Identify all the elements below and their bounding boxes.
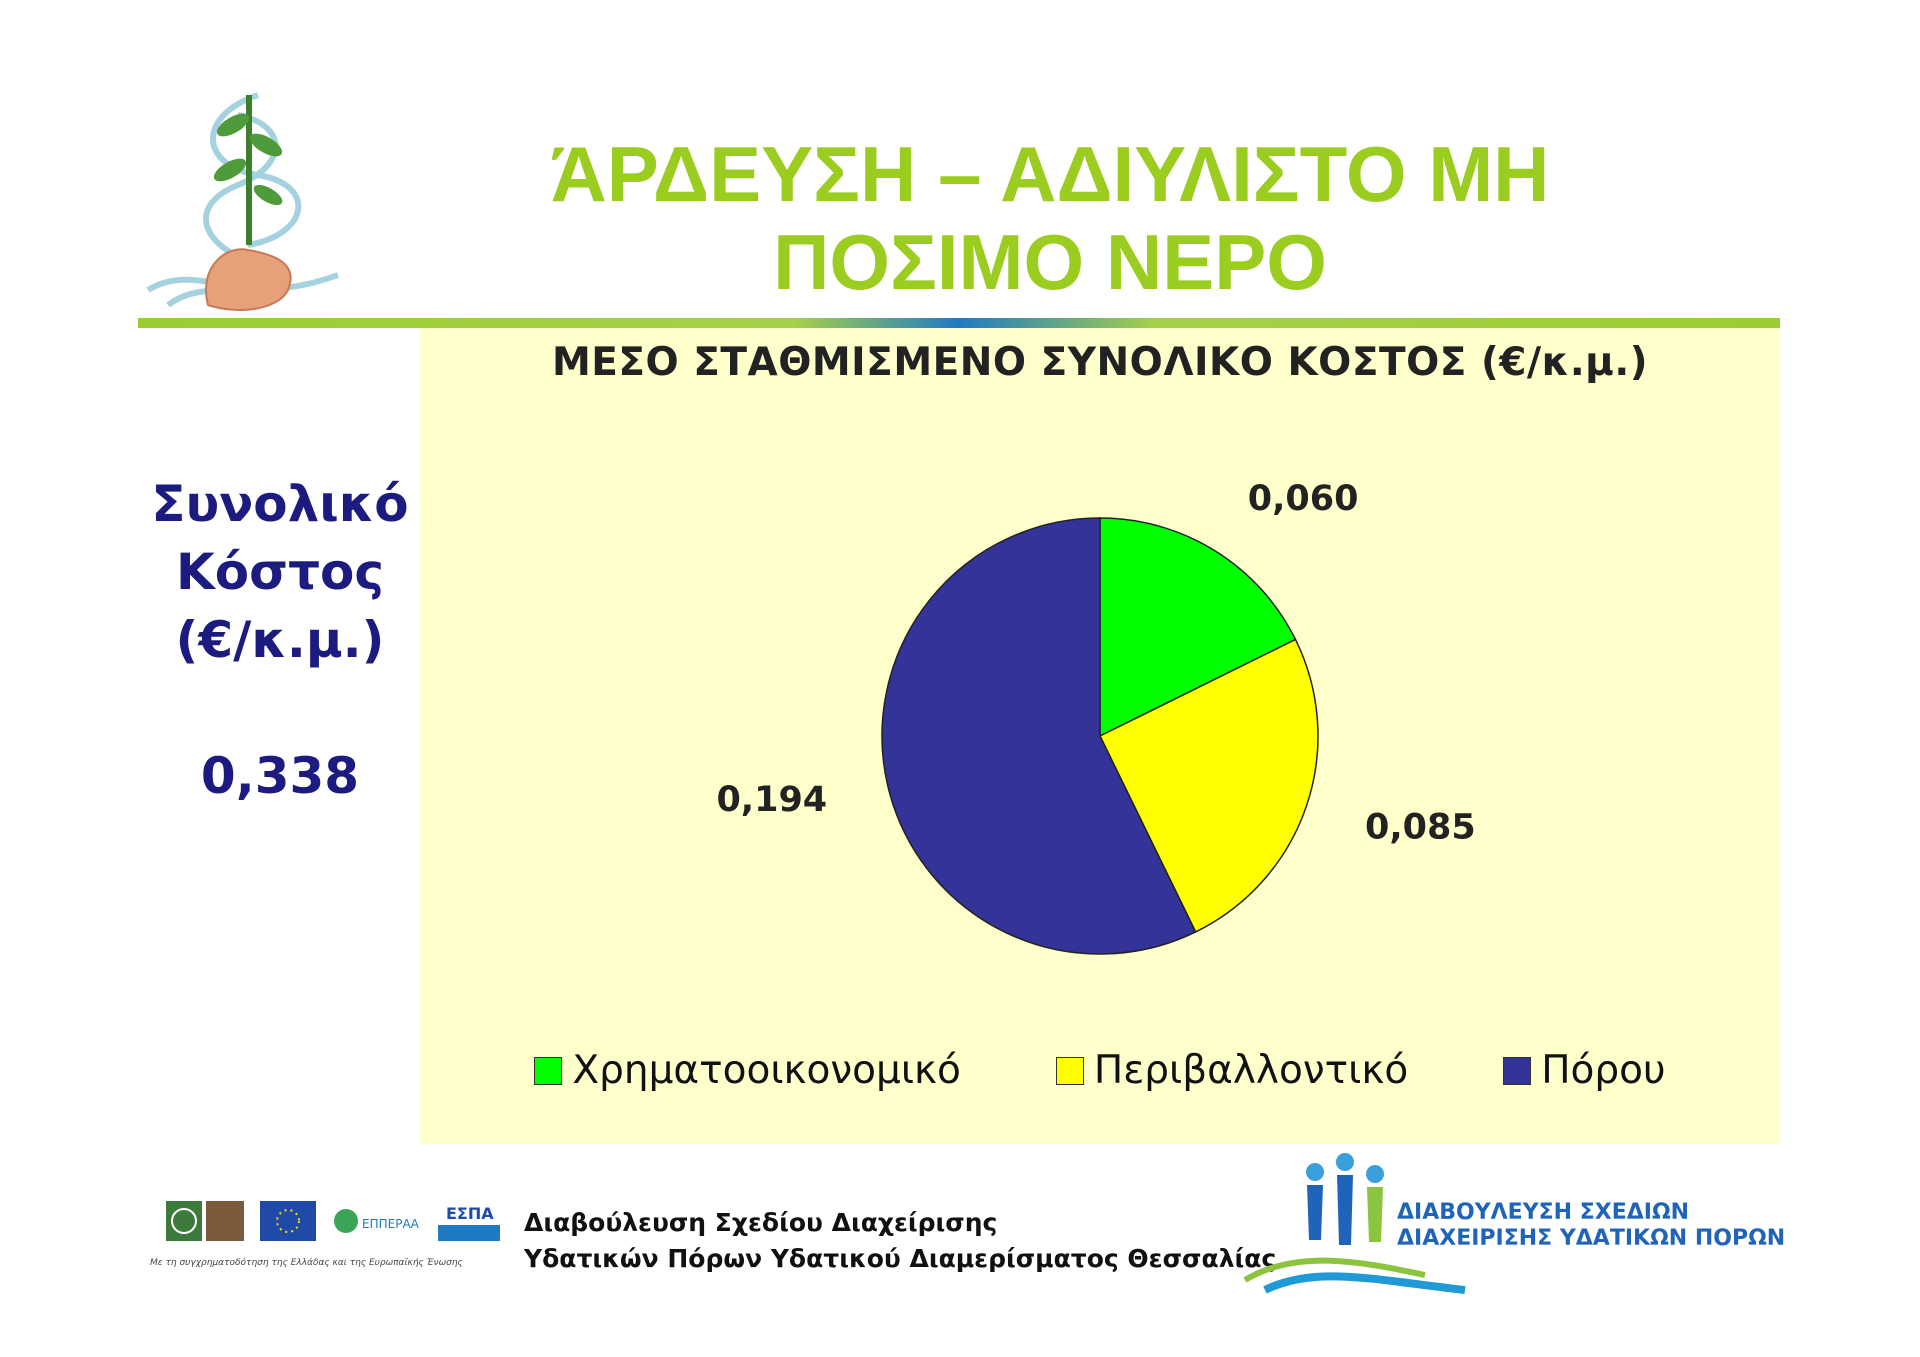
summary-total-value: 0,338 (200, 747, 360, 805)
consultation-line1: ΔΙΑΒΟΥΛΕΥΣΗ ΣΧΕΔΙΩΝ (1397, 1200, 1690, 1225)
cofund-note: Με τη συγχρηματοδότηση της Ελλάδας και τ… (150, 1258, 463, 1268)
legend-swatch-1 (534, 1056, 563, 1085)
pie-slice-2 (1098, 638, 1319, 933)
legend-swatch-2 (1055, 1056, 1084, 1085)
summary-line3: (€/κ.μ.) (175, 611, 385, 669)
legend-label-1: Χρηματοοικονομικό (572, 1048, 961, 1093)
hand-icon (205, 248, 292, 311)
epperaa-logo: ΕΠΠΕΡΑΑ (334, 1209, 420, 1233)
people-figures-icon (1306, 1153, 1384, 1245)
legend-label-3: Πόρου (1541, 1048, 1666, 1093)
pie-data-label-3: 0,194 (716, 780, 827, 820)
slide-title-line1: ΆΡΔΕΥΣΗ – ΑΔΙΥΛΙΣΤΟ ΜΗ (550, 130, 1550, 218)
consultation-logo-text: ΔΙΑΒΟΥΛΕΥΣΗ ΣΧΕΔΙΩΝ ΔΙΑΧΕΙΡΙΣΗΣ ΥΔΑΤΙΚΩΝ… (1397, 1200, 1785, 1252)
wave-icon (1243, 1257, 1466, 1294)
chart-panel: ΜΕΣΟ ΣΤΑΘΜΙΣΜΕΝΟ ΣΥΝΟΛΙΚΟ ΚΟΣΤΟΣ (€/κ.μ.… (420, 328, 1780, 1144)
pie-data-label-2: 0,085 (1365, 807, 1476, 847)
legend-item-1: Χρηματοοικονομικό (534, 1048, 961, 1093)
pie-data-label-1: 0,060 (1248, 479, 1359, 519)
footer-line1: Διαβούλευση Σχεδίου Διαχείρισης (524, 1208, 998, 1237)
chart-legend: Χρηματοοικονομικό Περιβαλλοντικό Πόρου (420, 1048, 1780, 1093)
summary-line1: Συνολικό (151, 475, 409, 533)
epperaa-logo-text: ΕΠΠΕΡΑΑ (362, 1217, 420, 1231)
header-divider (138, 318, 1780, 328)
pie-slice-1 (1099, 517, 1297, 738)
slide-title: ΆΡΔΕΥΣΗ – ΑΔΙΥΛΙΣΤΟ ΜΗ ΠΟΣΙΜΟ ΝΕΡΟ (480, 130, 1620, 306)
legend-item-2: Περιβαλλοντικό (1055, 1048, 1409, 1093)
slide-title-line2: ΠΟΣΙΜΟ ΝΕΡΟ (773, 218, 1327, 306)
total-cost-summary: Συνολικό Κόστος (€/κ.μ.) 0,338 (130, 470, 430, 810)
plant-icon (213, 95, 283, 245)
consultation-line2: ΔΙΑΧΕΙΡΙΣΗΣ ΥΔΑΤΙΚΩΝ ΠΟΡΩΝ (1397, 1226, 1786, 1251)
legend-item-3: Πόρου (1503, 1048, 1666, 1093)
footer-line2: Υδατικών Πόρων Υδατικού Διαμερίσματος Θε… (524, 1244, 1277, 1273)
legend-swatch-3 (1503, 1056, 1532, 1085)
ministry-logo (166, 1201, 244, 1241)
pie-slice-3 (881, 517, 1197, 955)
espa-logo-text: ΕΣΠΑ (446, 1204, 494, 1223)
espa-logo: ΕΣΠΑ (434, 1201, 504, 1241)
funding-logos: ΕΠΠΕΡΑΑ ΕΣΠΑ (160, 1195, 510, 1275)
pie-chart: 0,060 0,085 0,194 (716, 479, 1476, 955)
consultation-logo (1243, 1153, 1466, 1294)
footer-caption: Διαβούλευση Σχεδίου Διαχείρισης Υδατικών… (524, 1205, 1276, 1277)
eu-flag-icon (260, 1201, 316, 1241)
chart-title: ΜΕΣΟ ΣΤΑΘΜΙΣΜΕΝΟ ΣΥΝΟΛΙΚΟ ΚΟΣΤΟΣ (€/κ.μ.… (551, 340, 1649, 385)
plant-water-logo (146, 92, 340, 311)
summary-line2: Κόστος (176, 543, 384, 601)
legend-label-2: Περιβαλλοντικό (1093, 1048, 1409, 1093)
